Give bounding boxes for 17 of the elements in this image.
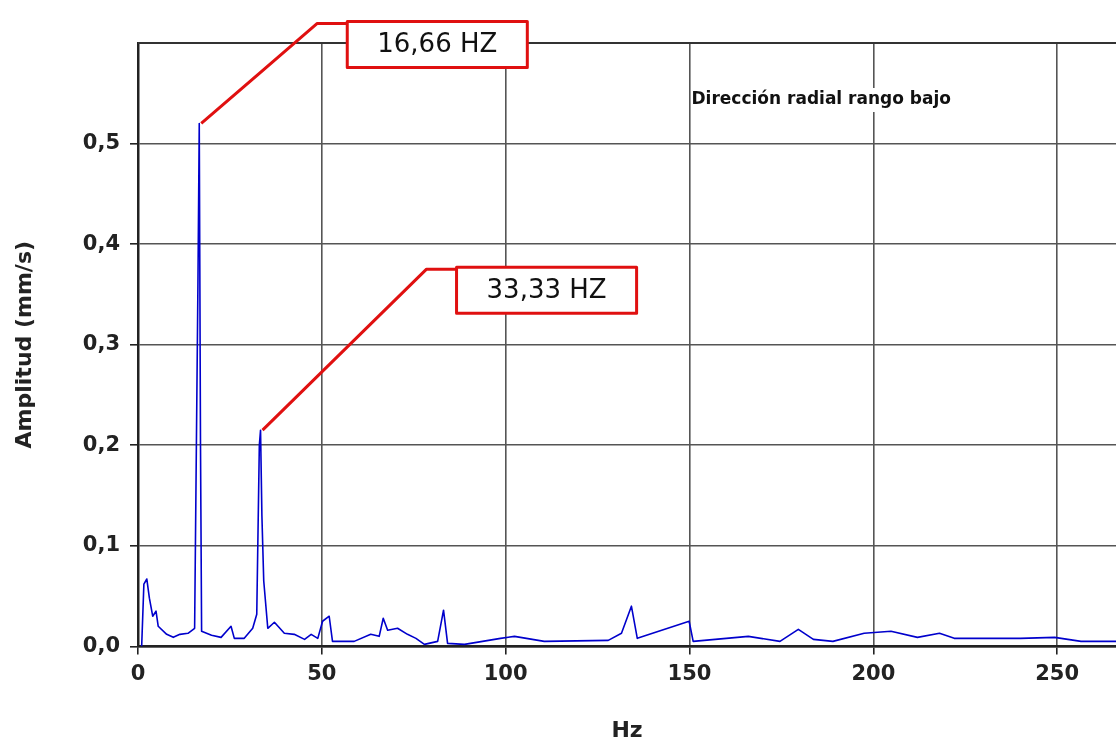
x-tick-label: 250 xyxy=(1035,661,1080,686)
y-tick-label: 0,2 xyxy=(82,431,120,456)
y-tick-label: 0,1 xyxy=(82,532,120,557)
annotation: 33,33 HZ xyxy=(486,273,607,304)
x-tick-label: 200 xyxy=(851,661,896,686)
x-tick-label: 150 xyxy=(667,661,712,686)
x-tick-label: 50 xyxy=(307,661,337,686)
y-tick-label: 0,4 xyxy=(82,230,120,255)
x-axis-title: Hz xyxy=(611,716,643,742)
y-tick-label: 0,5 xyxy=(82,130,120,155)
annotation: Dirección radial rango bajo xyxy=(691,88,951,109)
y-tick-label: 0,0 xyxy=(82,632,120,657)
x-tick-label: 100 xyxy=(483,661,528,686)
y-axis-title: Amplitud (mm/s) xyxy=(10,240,36,449)
x-tick-label: 0 xyxy=(130,661,146,686)
y-tick-label: 0,3 xyxy=(82,331,120,356)
annotation: 16,66 HZ xyxy=(377,28,498,59)
